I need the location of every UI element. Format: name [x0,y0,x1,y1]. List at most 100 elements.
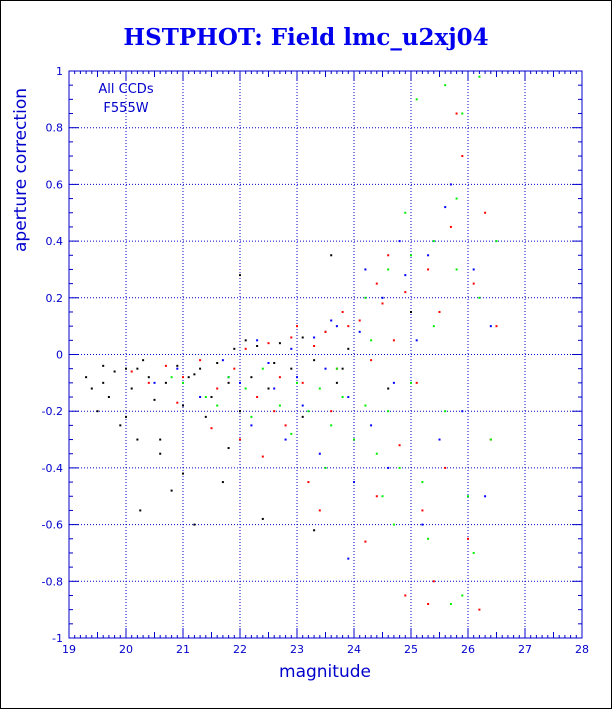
data-point [478,75,481,78]
data-point [427,537,430,540]
data-point [296,376,298,379]
data-point [455,112,458,115]
grid-lines [69,71,582,638]
data-point [427,254,430,257]
data-point [410,310,412,313]
data-point [239,274,241,277]
y-tick-label: 0.4 [46,235,64,248]
data-points [85,75,498,611]
data-point [410,381,412,384]
axes: 19 20 21 22 23 24 25 26 27 28 -1 -0.8 -0.6 -0.4 -0.2 0 0… [42,65,589,656]
data-point [313,529,316,532]
x-tick-label: 28 [575,643,589,656]
x-tick-label: 24 [347,643,361,656]
data-point [256,339,259,342]
data-point [404,274,407,277]
data-point [296,381,298,384]
data-point [278,404,281,407]
data-point [199,359,202,362]
data-point [204,415,207,418]
data-point [381,302,384,305]
data-point [472,282,475,285]
data-point [449,602,452,605]
data-point [261,367,264,370]
data-point [125,367,127,370]
data-point [461,112,464,115]
data-point [387,466,390,469]
data-point [170,376,173,379]
data-point [330,319,333,322]
data-point [301,404,304,407]
data-point [335,325,338,328]
data-point [147,381,150,384]
data-point [461,155,464,158]
data-point [313,344,316,347]
data-point [489,325,492,328]
data-point [410,254,412,257]
data-point [159,438,162,441]
data-point [341,396,344,399]
data-point [182,404,184,407]
data-point [284,424,287,427]
data-point [432,325,435,328]
data-point [347,396,350,399]
data-point [375,495,378,498]
data-point [278,376,281,379]
data-point [227,381,230,384]
data-point [290,347,293,350]
data-point [438,310,441,313]
data-point [421,509,424,512]
data-point [176,401,179,404]
data-point [130,387,133,390]
data-point [159,452,162,455]
data-point [353,481,355,484]
data-point [227,447,230,450]
data-point [461,594,464,597]
data-point [484,211,487,214]
data-point [244,339,247,342]
data-point [307,410,310,413]
plot-border [68,70,583,639]
data-point [472,268,475,271]
chart-title: HSTPHOT: Field lmc_u2xj04 [123,24,489,51]
data-point [392,381,395,384]
data-point [221,481,224,484]
data-point [335,367,338,370]
data-point [364,404,367,407]
data-point [358,330,361,333]
data-point [370,424,373,427]
data-point [267,387,270,390]
x-tick-label: 25 [404,643,418,656]
y-tick-label: -0.6 [42,519,63,532]
data-point [284,438,287,441]
x-tick-label: 21 [176,643,190,656]
data-point [216,362,219,365]
data-point [330,410,333,413]
data-point [330,424,333,427]
data-point [261,455,264,458]
data-point [484,495,487,498]
data-point [392,523,395,526]
y-tick-label: 0.2 [46,292,64,305]
data-point [96,410,99,413]
data-point [85,376,88,379]
data-point [449,183,452,186]
annotation-ccds: All CCDs [98,82,153,97]
data-point [432,240,435,243]
data-point [244,387,247,390]
data-point [427,602,430,605]
y-tick-label: -0.2 [42,405,63,418]
x-tick-label: 22 [233,643,247,656]
data-point [455,197,458,200]
data-point [347,325,350,328]
data-point [449,225,452,228]
data-point [341,367,344,370]
data-point [301,415,304,418]
data-point [102,364,105,367]
data-point [375,452,378,455]
data-point [296,325,298,328]
data-point [239,410,241,413]
data-point [427,268,430,271]
data-point [164,381,167,384]
